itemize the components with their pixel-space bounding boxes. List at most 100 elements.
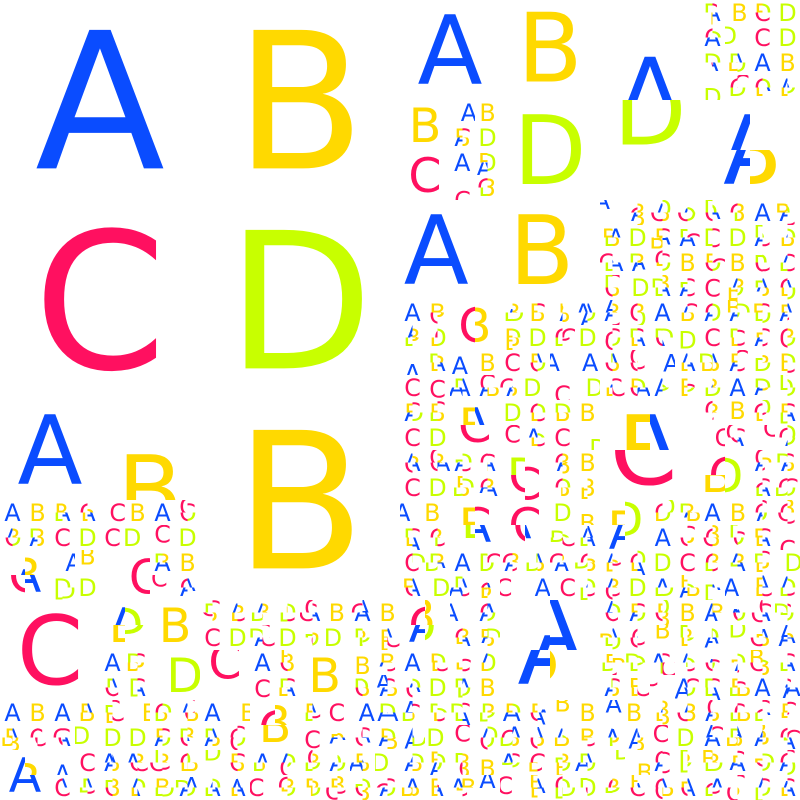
glyph-d-d4: D xyxy=(778,574,796,602)
glyph-d-d4: D xyxy=(778,402,796,430)
glyph-d-d4: D xyxy=(428,649,446,677)
glyph-c-d4: C xyxy=(779,350,796,378)
glyph-c-d4: C xyxy=(380,649,397,677)
glyph-c-d3: C xyxy=(8,549,41,604)
glyph-a-d4: A xyxy=(104,749,121,777)
glyph-a-d4: A xyxy=(604,293,621,321)
glyph-c-d4: C xyxy=(604,304,621,332)
glyph-b-d4: B xyxy=(554,754,570,782)
glyph-a-d4: A xyxy=(407,749,424,777)
glyph-d-d4: D xyxy=(578,749,596,777)
glyph-a-d4: A xyxy=(404,774,421,800)
glyph-a-d3: A xyxy=(499,496,532,551)
glyph-c-d4: C xyxy=(604,349,621,377)
glyph-c-d4: C xyxy=(52,724,69,752)
glyph-c-d4: C xyxy=(679,649,696,677)
glyph-a-d4: A xyxy=(754,274,771,302)
glyph-b-d4: B xyxy=(529,424,545,452)
glyph-b-d4: B xyxy=(725,774,741,800)
glyph-a-d4: A xyxy=(679,576,696,604)
glyph-d-d4: D xyxy=(784,549,800,577)
glyph-a-d4: A xyxy=(504,699,521,727)
glyph-c-d4: C xyxy=(708,722,725,750)
glyph-d-d4: D xyxy=(728,545,746,573)
glyph-d-d4: D xyxy=(753,251,771,279)
glyph-a-d4: A xyxy=(704,599,721,627)
glyph-d-d4: D xyxy=(609,349,627,377)
glyph-d-d4: D xyxy=(703,674,721,702)
glyph-d-d4: D xyxy=(553,749,571,777)
glyph-c-d4: C xyxy=(455,655,472,683)
glyph-c-d4: C xyxy=(204,624,221,652)
glyph-b-d4: B xyxy=(429,649,445,677)
glyph-d-d4: D xyxy=(456,676,474,704)
glyph-d-d4: D xyxy=(653,324,671,352)
glyph-c-d4: C xyxy=(455,449,472,477)
glyph-b-d4: B xyxy=(379,724,395,752)
glyph-c-d4: C xyxy=(109,499,126,527)
glyph-b-d4: B xyxy=(404,324,420,352)
glyph-a-d4: A xyxy=(154,499,171,527)
glyph-a-d4: A xyxy=(54,499,71,527)
glyph-d-d4: D xyxy=(480,722,498,750)
glyph-c-d4: C xyxy=(404,700,421,728)
glyph-c-d4: C xyxy=(54,774,71,800)
glyph-a-d4: A xyxy=(729,299,746,327)
glyph-c-d4: C xyxy=(679,274,696,302)
glyph-b-d4: B xyxy=(277,674,293,702)
glyph-d-d4: D xyxy=(578,299,596,327)
glyph-b-d4: B xyxy=(553,724,569,752)
glyph-a-d4: A xyxy=(729,49,746,77)
glyph-d-d4: D xyxy=(675,746,693,774)
glyph-c-d4: C xyxy=(301,599,318,627)
glyph-d-d4: D xyxy=(452,474,470,502)
glyph-b-d4: B xyxy=(529,299,545,327)
glyph-a-d4: A xyxy=(629,324,646,352)
glyph-b-d4: B xyxy=(407,749,423,777)
glyph-b-d4: B xyxy=(678,624,694,652)
glyph-d-d4: D xyxy=(428,549,446,577)
glyph-c-d4: C xyxy=(660,654,677,682)
glyph-b-d4: B xyxy=(779,696,795,724)
glyph-c-d4: C xyxy=(779,399,796,427)
glyph-d-d4: D xyxy=(703,194,721,222)
glyph-c-d4: C xyxy=(751,393,768,421)
glyph-b-d2: B xyxy=(517,0,582,105)
glyph-d-d4: D xyxy=(703,579,721,607)
glyph-a-d4: A xyxy=(354,599,371,627)
glyph-b-d4: B xyxy=(183,699,199,727)
glyph-a-d4: A xyxy=(154,724,171,752)
glyph-c-d4: C xyxy=(304,595,321,623)
glyph-a-d4: A xyxy=(427,774,444,800)
glyph-d-d4: D xyxy=(750,499,768,527)
glyph-b-d4: B xyxy=(579,474,595,502)
glyph-d-d4: D xyxy=(703,674,721,702)
glyph-c-d4: C xyxy=(704,224,721,252)
glyph-a-d4: A xyxy=(654,774,671,800)
glyph-b-d4: B xyxy=(250,749,266,777)
glyph-b-d4: B xyxy=(479,624,495,652)
glyph-b-d3: B xyxy=(259,699,292,754)
glyph-d-d4: D xyxy=(428,424,446,452)
glyph-b-d4: B xyxy=(502,374,518,402)
glyph-b-d4: B xyxy=(779,224,795,252)
glyph-a-d4: A xyxy=(534,730,551,758)
glyph-a-d4: A xyxy=(54,774,71,800)
glyph-b-d4: B xyxy=(529,775,545,800)
glyph-b-d4: B xyxy=(304,776,320,800)
glyph-d-d4: D xyxy=(703,224,721,252)
glyph-d-d4: D xyxy=(650,274,668,302)
glyph-b-d4: B xyxy=(679,374,695,402)
glyph-b-d4: B xyxy=(329,774,345,800)
glyph-b-d4: B xyxy=(129,645,145,673)
glyph-d-d3: D xyxy=(507,449,544,504)
glyph-d-d4: D xyxy=(328,749,346,777)
glyph-d-d4: D xyxy=(428,324,446,352)
glyph-b-d4: B xyxy=(354,674,370,702)
glyph-b-d3: B xyxy=(701,449,734,504)
glyph-b-d4: B xyxy=(354,778,370,800)
glyph-a-d4: A xyxy=(329,718,346,746)
glyph-c-d4: C xyxy=(779,250,796,278)
glyph-a-d4: A xyxy=(228,774,245,800)
glyph-c-d4: C xyxy=(756,599,773,627)
